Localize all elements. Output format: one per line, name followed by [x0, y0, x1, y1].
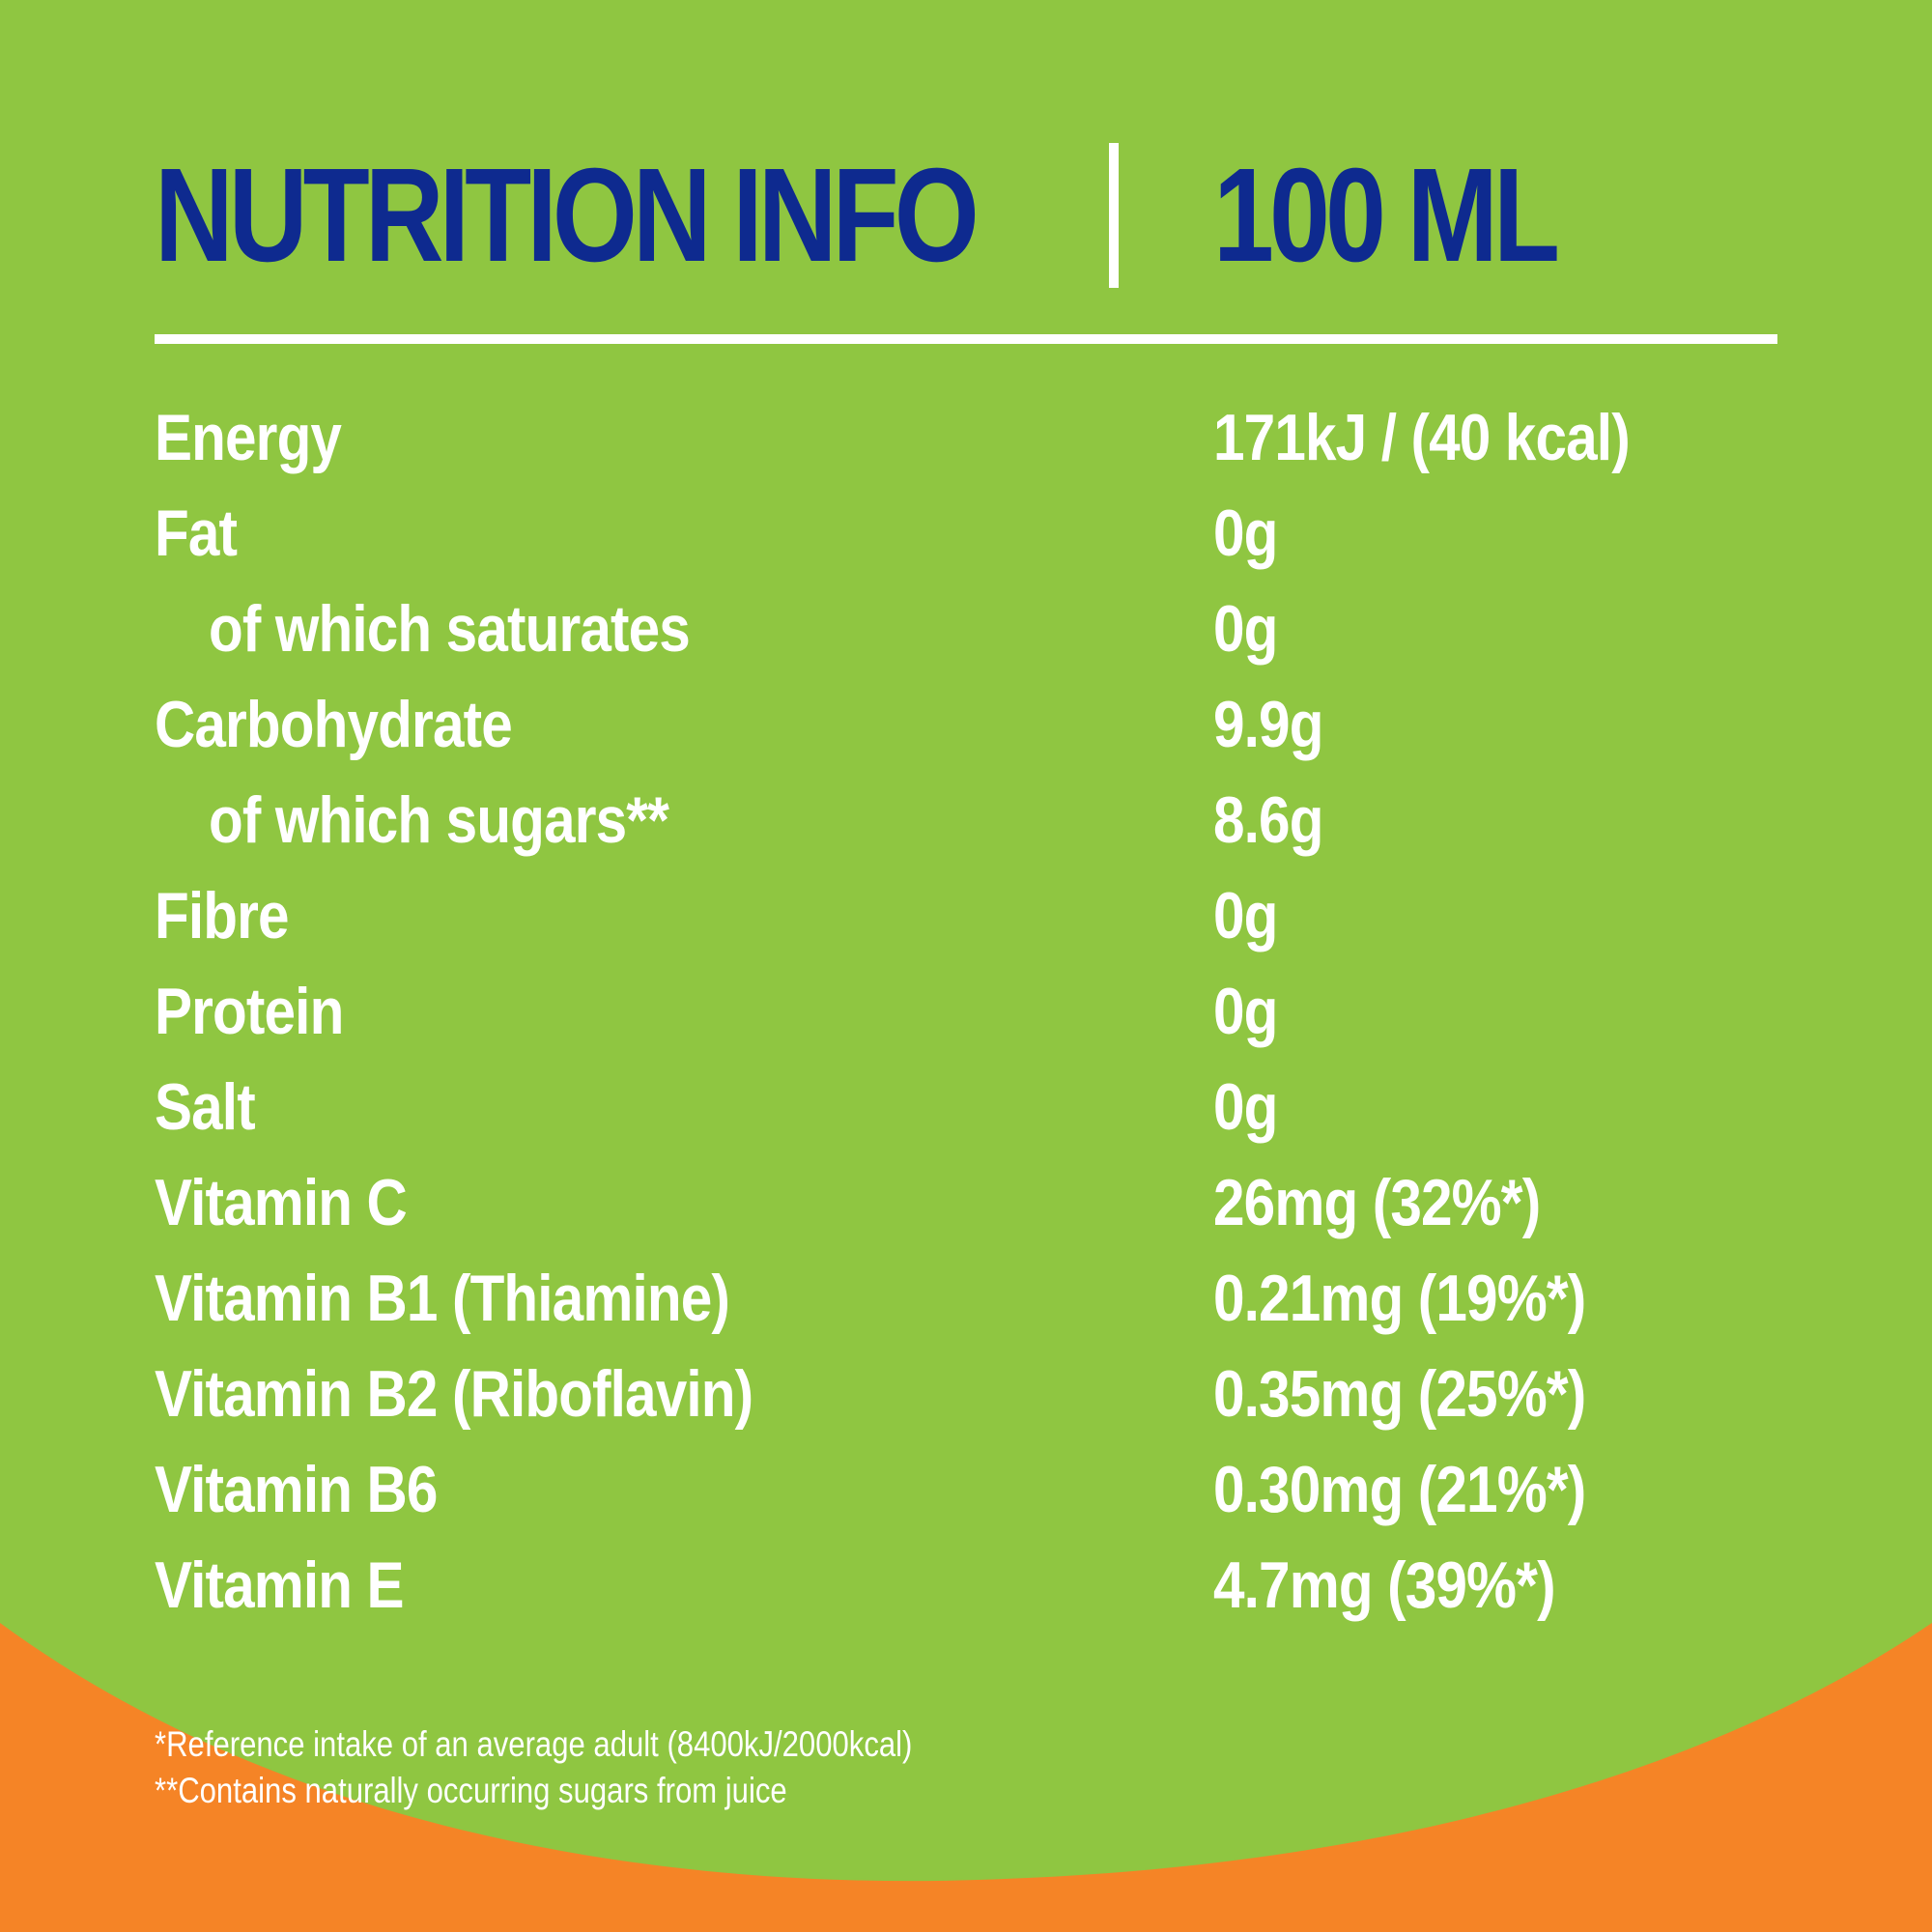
nutrient-row-vitamin-b6: Vitamin B6 0.30mg (21%*) — [155, 1442, 1777, 1538]
nutrient-value: 4.7mg (39%*) — [1213, 1548, 1556, 1622]
nutrient-value: 9.9g — [1213, 688, 1323, 761]
nutrient-value: 171kJ / (40 kcal) — [1213, 401, 1631, 474]
nutrient-value: 0g — [1213, 1070, 1278, 1144]
nutrient-name: Vitamin B2 (Riboflavin) — [155, 1357, 753, 1431]
footnotes: *Reference intake of an average adult (8… — [155, 1721, 1057, 1814]
nutrient-value: 0.30mg (21%*) — [1213, 1453, 1586, 1526]
nutrient-row-carbohydrate: Carbohydrate 9.9g — [155, 677, 1777, 773]
nutrient-name: Vitamin B6 — [155, 1453, 438, 1526]
footnote-sugars: **Contains naturally occurring sugars fr… — [155, 1771, 787, 1810]
nutrient-name: Carbohydrate — [155, 688, 513, 761]
nutrient-value: 0g — [1213, 497, 1278, 570]
nutrient-name: Protein — [155, 975, 344, 1048]
nutrient-name: Vitamin B1 (Thiamine) — [155, 1262, 730, 1335]
nutrient-value: 0.21mg (19%*) — [1213, 1262, 1586, 1335]
nutrient-row-vitamin-c: Vitamin C 26mg (32%*) — [155, 1155, 1777, 1251]
nutrient-row-saturates: of which saturates 0g — [155, 582, 1777, 677]
footnote-reference-intake: *Reference intake of an average adult (8… — [155, 1724, 913, 1764]
nutrient-row-vitamin-b1: Vitamin B1 (Thiamine) 0.21mg (19%*) — [155, 1251, 1777, 1347]
title-separator — [1109, 143, 1119, 288]
nutrient-value: 0g — [1213, 879, 1278, 952]
nutrient-name: Vitamin E — [155, 1548, 405, 1622]
nutrient-row-salt: Salt 0g — [155, 1060, 1777, 1155]
nutrition-title: NUTRITION INFO — [155, 141, 980, 290]
nutrient-row-vitamin-e: Vitamin E 4.7mg (39%*) — [155, 1538, 1777, 1634]
nutrient-name: of which saturates — [209, 592, 691, 666]
nutrient-value: 0.35mg (25%*) — [1213, 1357, 1586, 1431]
nutrition-header: NUTRITION INFO 100 ML — [155, 143, 1777, 288]
nutrient-value: 0g — [1213, 975, 1278, 1048]
nutrient-table: Energy 171kJ / (40 kcal) Fat 0g of which… — [155, 390, 1777, 1634]
nutrient-name: of which sugars** — [209, 783, 669, 857]
orange-wave-shape — [0, 1623, 1932, 1932]
nutrient-name: Vitamin C — [155, 1166, 408, 1239]
nutrient-row-fibre: Fibre 0g — [155, 868, 1777, 964]
serving-size: 100 ML — [1213, 141, 1560, 290]
nutrient-row-protein: Protein 0g — [155, 964, 1777, 1060]
nutrient-name: Fibre — [155, 879, 290, 952]
nutrient-row-energy: Energy 171kJ / (40 kcal) — [155, 390, 1777, 486]
nutrient-value: 8.6g — [1213, 783, 1323, 857]
nutrient-row-sugars: of which sugars** 8.6g — [155, 773, 1777, 868]
header-divider — [155, 334, 1777, 344]
nutrient-row-fat: Fat 0g — [155, 486, 1777, 582]
nutrient-name: Salt — [155, 1070, 256, 1144]
nutrient-name: Fat — [155, 497, 238, 570]
nutrient-value: 26mg (32%*) — [1213, 1166, 1541, 1239]
nutrient-name: Energy — [155, 401, 342, 474]
nutrient-value: 0g — [1213, 592, 1278, 666]
nutrient-row-vitamin-b2: Vitamin B2 (Riboflavin) 0.35mg (25%*) — [155, 1347, 1777, 1442]
